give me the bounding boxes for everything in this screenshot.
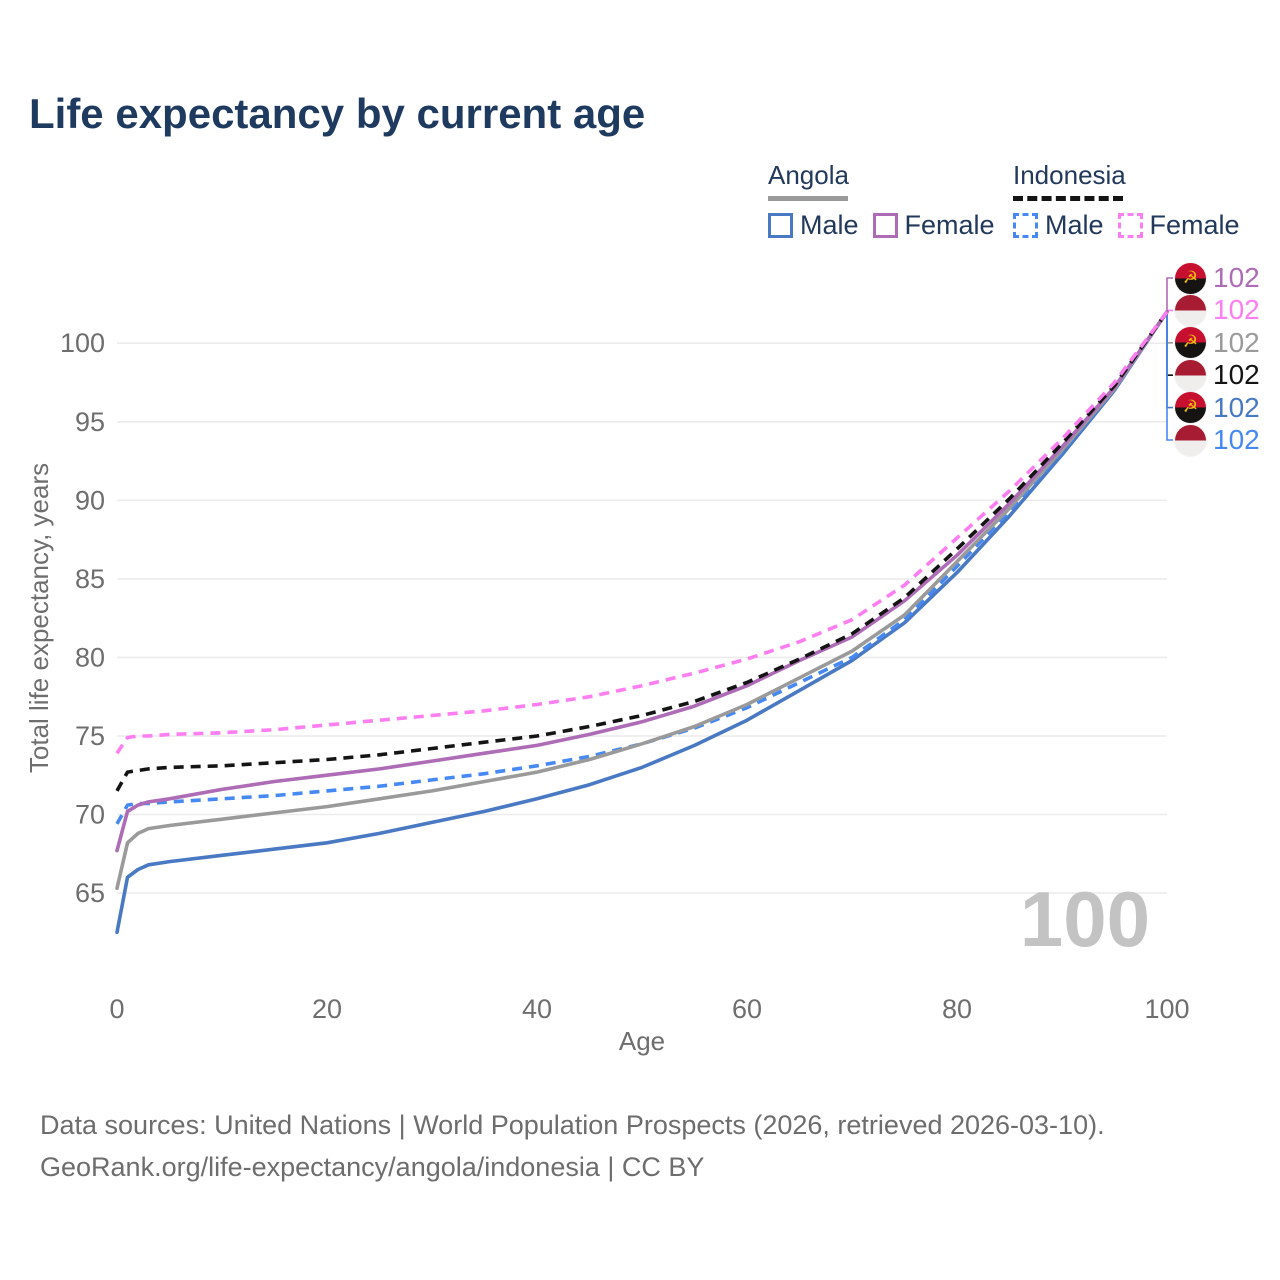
legend-group-angola: Angola Male Female [768, 160, 995, 241]
angola-emblem-icon: ☭ [1182, 267, 1199, 288]
legend-item-angola-female[interactable]: Female [872, 210, 995, 241]
flag-indonesia-icon [1175, 359, 1206, 391]
y-tick-label: 70 [75, 800, 105, 830]
indonesia-male-swatch-icon [1013, 213, 1038, 238]
flag-indonesia-icon [1175, 294, 1206, 326]
end-value: 102 [1213, 294, 1260, 326]
angola-line-swatch [768, 196, 848, 201]
end-label-angola_total: ☭ 102 [1175, 327, 1260, 359]
flag-angola-icon: ☭ [1175, 392, 1206, 424]
x-tick-label: 20 [312, 994, 342, 1024]
legend-group-indonesia: Indonesia Male Female [1013, 160, 1240, 241]
y-tick-label: 90 [75, 485, 105, 515]
end-label-indonesia_male: 102 [1175, 424, 1260, 456]
angola-female-swatch-icon [872, 213, 898, 238]
legend-item-label: Female [1149, 210, 1240, 240]
line-indonesia_total[interactable] [115, 310, 1169, 792]
attribution-text: GeoRank.org/life-expectancy/angola/indon… [40, 1152, 705, 1182]
data-sources-text: Data sources: United Nations | World Pop… [40, 1110, 1105, 1140]
indonesia-female-swatch-icon [1117, 213, 1143, 238]
age-counter: 100 [1020, 875, 1150, 963]
end-label-indonesia_total: 102 [1175, 359, 1260, 391]
y-tick-label: 75 [75, 721, 105, 751]
end-value: 102 [1213, 424, 1260, 455]
connector-angola_male [1166, 311, 1173, 409]
footer: Data sources: United Nations | World Pop… [40, 1104, 1105, 1188]
indonesia-line-swatch [1013, 196, 1123, 201]
end-label-angola_male: ☭ 102 [1175, 392, 1260, 424]
x-tick-label: 80 [942, 994, 972, 1024]
x-tick-label: 0 [109, 994, 124, 1024]
y-axis-title: Total life expectancy, years [24, 463, 54, 773]
legend-country-angola[interactable]: Angola [768, 160, 849, 190]
line-angola_male[interactable] [115, 310, 1169, 935]
line-indonesia_female[interactable] [115, 310, 1169, 755]
angola-male-swatch-icon [768, 213, 793, 238]
legend-item-indonesia-female[interactable]: Female [1117, 210, 1240, 241]
y-tick-label: 100 [60, 328, 105, 358]
end-value: 102 [1213, 359, 1260, 391]
flag-angola-icon: ☭ [1175, 327, 1206, 359]
legend-item-label: Female [904, 210, 995, 240]
end-value: 102 [1213, 262, 1260, 293]
flag-indonesia-icon [1175, 424, 1206, 456]
end-label-angola_female: ☭ 102 [1175, 262, 1260, 294]
flag-angola-icon: ☭ [1175, 262, 1206, 294]
x-tick-label: 40 [522, 994, 552, 1024]
y-tick-label: 95 [75, 407, 105, 437]
legend-country-indonesia[interactable]: Indonesia [1013, 160, 1126, 190]
legend-item-angola-male[interactable]: Male [768, 210, 859, 241]
end-value: 102 [1213, 391, 1260, 423]
line-angola_female[interactable] [115, 310, 1169, 853]
angola-emblem-icon: ☭ [1182, 397, 1199, 418]
y-tick-label: 85 [75, 564, 105, 594]
connector-angola_total [1166, 311, 1173, 344]
end-value: 102 [1213, 326, 1260, 358]
connector-indonesia_male [1166, 311, 1173, 441]
connector-angola_female [1166, 277, 1173, 312]
line-indonesia_male[interactable] [115, 310, 1169, 825]
legend-item-label: Male [1045, 210, 1104, 240]
legend-item-label: Male [800, 210, 859, 240]
page-title: Life expectancy by current age [29, 90, 646, 137]
end-label-indonesia_female: 102 [1175, 294, 1260, 326]
x-tick-label: 60 [732, 994, 762, 1024]
y-tick-label: 65 [75, 878, 105, 908]
legend-item-indonesia-male[interactable]: Male [1013, 210, 1104, 241]
x-tick-label: 100 [1144, 994, 1189, 1024]
x-axis-title: Age [619, 1026, 665, 1056]
angola-emblem-icon: ☭ [1182, 332, 1199, 353]
y-tick-label: 80 [75, 642, 105, 672]
line-angola_total[interactable] [115, 310, 1169, 891]
